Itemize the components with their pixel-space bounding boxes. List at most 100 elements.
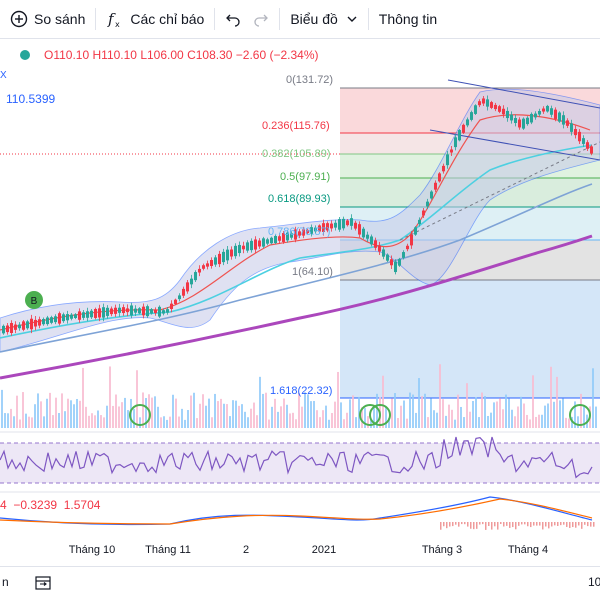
candle-body [346, 220, 349, 226]
volume-bar [91, 413, 93, 428]
volume-bar [283, 398, 285, 428]
candle-body [306, 229, 309, 234]
candle-body [214, 257, 217, 265]
volume-bar [451, 409, 453, 428]
bottom-right-text: 10 [588, 575, 600, 589]
volume-bar [160, 417, 162, 428]
volume-bar [118, 406, 120, 428]
volume-bar [136, 370, 138, 428]
volume-bar [406, 418, 408, 428]
volume-bar [301, 406, 303, 428]
candle-body [50, 317, 53, 323]
compare-button[interactable]: So sánh [0, 0, 95, 38]
time-label: 2021 [311, 544, 337, 556]
candle-body [434, 182, 437, 190]
macd-bar [566, 522, 568, 527]
volume-bar [370, 419, 372, 428]
volume-bar [499, 398, 501, 428]
volume-bar [577, 416, 579, 428]
volume-bar [298, 393, 300, 428]
ohlc-legend: O110.10 H110.10 L106.00 C108.30 −2.60 (−… [0, 40, 600, 70]
candle-body [350, 218, 353, 226]
top-toolbar: So sánh f x Các chỉ báo Biểu đồ Thông ti… [0, 0, 600, 39]
macd-bar [443, 522, 445, 527]
candle-body [122, 307, 125, 314]
event-markers: B [25, 291, 591, 426]
chart-type-dropdown[interactable]: Biểu đồ [280, 0, 367, 38]
macd-bar [530, 522, 532, 528]
volume-bar [328, 419, 330, 428]
volume-bar [265, 392, 267, 428]
volume-bar [382, 375, 384, 428]
candle-body [14, 324, 17, 330]
candle-body [582, 138, 585, 144]
macd-bar [587, 522, 589, 527]
indicator-value: 110.5399 [6, 92, 56, 106]
candle-body [382, 249, 385, 257]
volume-bar [259, 376, 261, 428]
info-button[interactable]: Thông tin [369, 0, 447, 38]
candle-body [106, 307, 109, 316]
svg-text:B: B [31, 296, 38, 307]
macd-bar [449, 522, 451, 527]
indicators-button[interactable]: f x Các chỉ báo [96, 0, 214, 38]
volume-bar [514, 416, 516, 428]
candle-body [38, 319, 41, 326]
time-axis[interactable]: Tháng 10 Tháng 11 2 2021 Tháng 3 Tháng 4 [0, 538, 600, 564]
redo-button[interactable] [247, 0, 279, 38]
candle-body [22, 321, 25, 330]
candle-body [254, 239, 257, 250]
candle-body [26, 321, 29, 329]
volume-bar [313, 400, 315, 428]
macd-bar [482, 522, 484, 525]
candle-body [418, 219, 421, 225]
candle-body [374, 240, 377, 248]
candle-body [354, 222, 357, 229]
volume-bar [307, 394, 309, 428]
candle-body [238, 244, 241, 254]
date-range-icon[interactable] [34, 574, 52, 592]
candle-body [210, 259, 213, 267]
candle-body [134, 308, 137, 313]
candle-body [386, 254, 389, 261]
volume-bar [43, 416, 45, 428]
volume-bar [532, 375, 534, 428]
volume-bar [496, 401, 498, 428]
price-chart[interactable]: B [0, 40, 600, 538]
change-value: −2.60 (−2.34%) [235, 48, 319, 62]
volume-bar [457, 394, 459, 428]
undo-button[interactable] [215, 0, 247, 38]
candle-body [534, 113, 537, 118]
volume-bar [334, 401, 336, 428]
volume-bar [517, 406, 519, 428]
volume-bar [535, 416, 537, 428]
fib-label-1: 1(64.10) [292, 266, 333, 278]
volume-bar [505, 394, 507, 428]
ma-long-line [0, 234, 593, 380]
info-label: Thông tin [378, 11, 438, 27]
volume-bar [7, 413, 9, 428]
candle-body [58, 313, 61, 324]
macd-bar [455, 522, 457, 525]
candle-body [590, 146, 593, 154]
volume-bar [391, 398, 393, 428]
macd-signal-value: 1.5704 [63, 498, 101, 512]
volume-bar [208, 398, 210, 428]
candle-body [30, 318, 33, 330]
volume-bar [325, 405, 327, 428]
candlestick-series [2, 95, 593, 336]
volume-bar [190, 395, 192, 428]
candle-body [286, 232, 289, 241]
volume-bar [280, 406, 282, 428]
macd-bar [521, 522, 523, 525]
volume-bar [274, 398, 276, 428]
volume-bar [475, 397, 477, 428]
bottom-bar: n 10 [0, 566, 600, 601]
volume-bar [568, 418, 570, 428]
macd-bar [581, 522, 583, 529]
toolbar-divider [367, 8, 369, 30]
volume-bar [73, 404, 75, 428]
volume-bar [544, 405, 546, 428]
candle-body [154, 309, 157, 314]
volume-bar [484, 396, 486, 428]
